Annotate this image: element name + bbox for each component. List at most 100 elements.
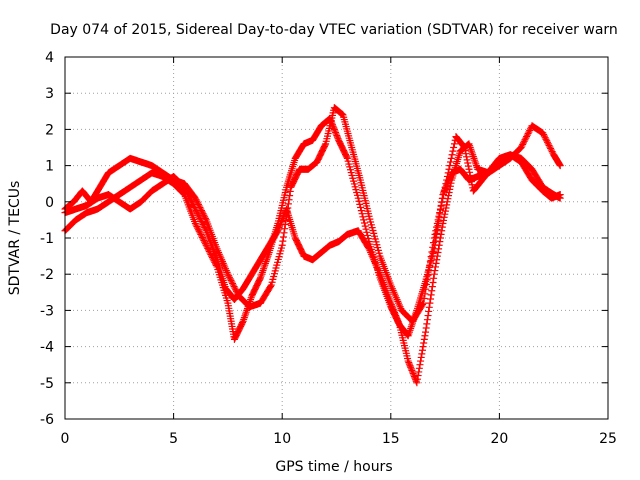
data-point-marker — [277, 219, 285, 227]
data-point-marker — [540, 131, 548, 139]
data-point-marker — [388, 302, 396, 310]
data-point-marker — [426, 262, 434, 270]
data-point-marker — [238, 319, 246, 327]
data-point-marker — [423, 316, 431, 324]
data-point-marker — [333, 133, 341, 141]
data-point-marker — [466, 171, 474, 179]
data-point-marker — [521, 136, 529, 144]
data-point-marker — [421, 290, 429, 298]
grid — [65, 57, 608, 419]
data-point-marker — [197, 205, 205, 213]
data-point-marker — [387, 301, 395, 309]
data-point-marker — [446, 185, 454, 193]
data-point-marker — [333, 132, 341, 140]
data-point-marker — [446, 182, 454, 190]
data-point-marker — [278, 217, 286, 225]
data-point-marker — [443, 176, 451, 184]
data-point-marker — [427, 253, 435, 261]
data-point-marker — [404, 357, 412, 365]
data-point-marker — [194, 199, 202, 207]
data-point-marker — [229, 281, 237, 289]
data-point-marker — [361, 222, 369, 230]
data-point-marker — [275, 224, 283, 232]
data-point-marker — [417, 357, 425, 365]
data-point-marker — [428, 283, 436, 291]
data-point-marker — [395, 319, 403, 327]
data-point-marker — [434, 248, 442, 256]
data-point-marker — [281, 225, 289, 233]
data-point-marker — [445, 165, 453, 173]
data-point-marker — [416, 361, 424, 369]
data-point-marker — [445, 188, 453, 196]
data-point-marker — [420, 295, 428, 303]
data-point-marker — [360, 216, 368, 224]
data-point-marker — [430, 270, 438, 278]
data-point-marker — [436, 234, 444, 242]
data-point-marker — [522, 134, 530, 142]
y-tick-label: 0 — [45, 195, 54, 211]
data-point-marker — [198, 207, 206, 215]
data-series-layer — [61, 104, 564, 387]
data-point-marker — [539, 129, 547, 137]
data-point-marker — [520, 137, 528, 145]
data-point-marker — [430, 234, 438, 242]
data-point-marker — [428, 287, 436, 295]
data-point-marker — [463, 153, 471, 161]
data-point-marker — [467, 178, 475, 186]
data-point-marker — [448, 151, 456, 159]
data-point-marker — [357, 203, 365, 211]
data-point-marker — [440, 213, 448, 221]
data-point-marker — [433, 252, 441, 260]
data-point-marker — [427, 295, 435, 303]
x-tick-label: 25 — [599, 431, 617, 447]
data-point-marker — [444, 169, 452, 177]
data-point-marker — [424, 271, 432, 279]
data-point-marker — [191, 220, 199, 228]
data-point-marker — [429, 239, 437, 247]
data-point-marker — [442, 180, 450, 188]
data-point-marker — [420, 335, 428, 343]
data-point-marker — [420, 339, 428, 347]
data-point-marker — [201, 214, 209, 222]
data-point-marker — [433, 256, 441, 264]
data-point-marker — [415, 364, 423, 372]
data-point-marker — [424, 312, 432, 320]
data-point-marker — [421, 332, 429, 340]
data-point-marker — [193, 197, 201, 205]
data-point-marker — [441, 183, 449, 191]
data-point-marker — [438, 198, 446, 206]
data-point-marker — [330, 125, 338, 133]
data-point-marker — [282, 216, 290, 224]
data-point-marker — [433, 220, 441, 228]
data-point-marker — [278, 241, 286, 249]
data-point-marker — [267, 282, 275, 290]
data-point-marker — [440, 191, 448, 199]
data-point-marker — [519, 139, 527, 147]
data-point-marker — [467, 175, 475, 183]
data-point-marker — [429, 243, 437, 251]
data-point-marker — [447, 154, 455, 162]
data-point-marker — [198, 219, 206, 227]
x-tick-label: 20 — [490, 431, 508, 447]
data-point-marker — [332, 129, 340, 137]
data-point-marker — [543, 138, 551, 146]
data-point-marker — [364, 244, 372, 252]
data-point-marker — [547, 146, 555, 154]
data-point-marker — [422, 281, 430, 289]
data-point-marker — [432, 259, 440, 267]
data-point-marker — [405, 359, 413, 367]
data-point-marker — [279, 237, 287, 245]
data-point-marker — [286, 192, 294, 200]
data-point-marker — [409, 368, 417, 376]
y-tick-label: -6 — [40, 412, 54, 428]
data-point-marker — [408, 366, 416, 374]
data-point-marker — [360, 219, 368, 227]
data-point-marker — [443, 172, 451, 180]
data-point-marker — [201, 238, 209, 246]
data-point-marker — [224, 270, 232, 278]
data-point-marker — [464, 159, 472, 167]
data-point-marker — [283, 208, 291, 216]
data-point-marker — [332, 130, 340, 138]
data-point-marker — [195, 227, 203, 235]
x-tick-label: 5 — [169, 431, 178, 447]
